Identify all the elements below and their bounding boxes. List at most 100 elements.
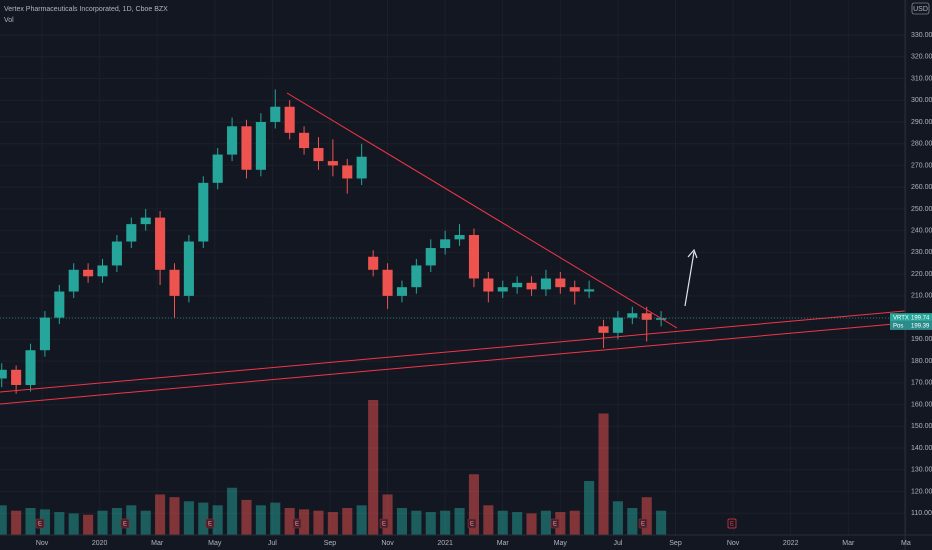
candle-body [382, 269, 393, 296]
volume-bar [440, 510, 451, 535]
y-tick-label: 310.00 [911, 75, 932, 82]
earnings-marker: E [38, 522, 42, 528]
candle-body [183, 241, 194, 296]
axes: 110.00 120.00 130.00 140.00 150.00 160.00 170.… [36, 32, 932, 547]
volume-bar [342, 508, 353, 535]
x-tick-label: Nov [381, 540, 394, 547]
candle-body [627, 313, 638, 318]
x-tick-label: Ma [901, 540, 911, 547]
candle-body [212, 154, 223, 183]
candle-body [555, 278, 566, 288]
y-tick-label: 250.00 [911, 206, 932, 213]
volume-label: Vol [4, 17, 14, 24]
candle-body [241, 126, 252, 170]
candle-body [540, 278, 551, 290]
volume-bar [584, 481, 595, 535]
candle-body [83, 269, 94, 277]
candle-body [526, 282, 537, 290]
y-tick-label: 120.00 [911, 488, 932, 495]
x-tick-label: 2021 [437, 540, 453, 547]
y-tick-label: 300.00 [911, 97, 932, 104]
earnings-marker-box [35, 518, 45, 529]
volume-bar [0, 505, 7, 535]
y-tick-label: 110.00 [911, 510, 932, 517]
earnings-marker-box [550, 518, 560, 529]
candle-body [612, 317, 623, 333]
y-tick-label: 160.00 [911, 401, 932, 408]
volume-pane [0, 400, 667, 535]
earnings-marker: E [382, 522, 386, 528]
candle-body [198, 182, 209, 242]
earnings-marker: E [123, 522, 127, 528]
volume-bar [382, 494, 393, 535]
trend-line [286, 92, 678, 329]
candle-body [313, 148, 324, 162]
candle-body [396, 287, 408, 296]
volume-bar [612, 501, 623, 535]
volume-bar [39, 509, 50, 535]
candle-body [569, 287, 580, 292]
x-tick-label: Nov [727, 540, 740, 547]
x-tick-label: Nov [36, 540, 49, 547]
volume-bar [483, 505, 494, 535]
y-tick-label: 220.00 [911, 271, 932, 278]
price-label-box [890, 313, 932, 323]
x-tick-label: 2022 [783, 540, 799, 547]
volume-bar [183, 501, 194, 535]
x-tick-label: May [208, 540, 222, 547]
candle-body [327, 161, 338, 166]
candle-body [39, 317, 50, 351]
earnings-marker: E [730, 522, 734, 528]
candle-body [270, 106, 281, 122]
earnings-marker-box [379, 518, 389, 529]
volume-bar [212, 505, 223, 535]
volume-bar [497, 510, 508, 535]
x-tick-label: Jul [268, 540, 277, 547]
candle-body [0, 369, 7, 379]
y-tick-label: 130.00 [911, 467, 932, 474]
y-tick-label: 280.00 [911, 141, 932, 148]
volume-bar [227, 487, 238, 535]
candle-body [411, 265, 422, 288]
candle-body [11, 369, 22, 385]
price-label-value: 199.39 [911, 323, 930, 329]
candle-body [512, 282, 523, 288]
volume-bar [425, 512, 436, 535]
candle-body [299, 132, 310, 149]
volume-bar [270, 502, 281, 535]
candle-body [25, 350, 36, 385]
y-tick-label: 320.00 [911, 54, 932, 61]
volume-bar [468, 474, 479, 535]
trend-line [0, 310, 906, 393]
arrow [684, 251, 695, 307]
volume-bar [396, 508, 408, 535]
candles [0, 89, 667, 394]
candle-body [440, 239, 451, 249]
earnings-marker: E [295, 522, 299, 528]
volume-bar [569, 510, 580, 535]
candle-body [425, 248, 436, 266]
y-tick-label: 190.00 [911, 336, 932, 343]
volume-bar [255, 505, 266, 535]
candle-body [342, 165, 353, 179]
grid [0, 0, 906, 535]
price-label-box [890, 320, 932, 330]
x-tick-label: Mar [151, 540, 164, 547]
volume-bar [454, 508, 465, 535]
y-tick-label: 240.00 [911, 227, 932, 234]
x-tick-label: Jul [613, 540, 622, 547]
candle-body [227, 126, 238, 155]
candle-body [155, 217, 166, 270]
volume-bar [641, 497, 652, 535]
y-tick-label: 180.00 [911, 358, 932, 365]
x-tick-label: May [554, 540, 568, 547]
volume-bar [299, 509, 310, 535]
earnings-marker-box [205, 518, 215, 529]
y-tick-label: 230.00 [911, 249, 932, 256]
y-tick-label: 290.00 [911, 119, 932, 126]
volume-bar [555, 512, 566, 535]
volume-bar [627, 508, 638, 535]
price-label-value: 199.74 [911, 316, 930, 322]
